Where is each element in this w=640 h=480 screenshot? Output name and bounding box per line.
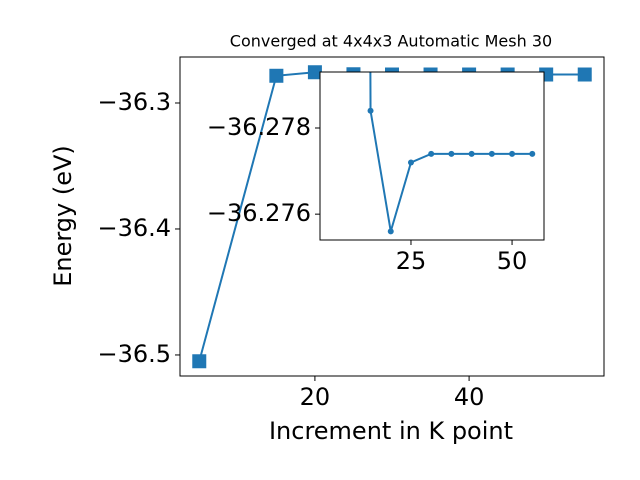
data-point <box>428 150 435 157</box>
x-tick-label: 40 <box>454 383 485 411</box>
data-point <box>488 150 495 157</box>
data-point <box>387 228 394 235</box>
y-tick-label: −36.5 <box>97 340 171 368</box>
y-tick-label: −36.278 <box>207 113 311 141</box>
axes-frame <box>179 56 605 377</box>
x-tick-label: 25 <box>396 247 427 275</box>
y-tick-label: −36.276 <box>207 199 311 227</box>
series-line <box>369 72 533 232</box>
data-point <box>577 67 592 82</box>
data-point <box>367 107 374 114</box>
data-point <box>192 354 207 369</box>
axes-frame <box>319 71 545 241</box>
x-tick-label: 50 <box>497 247 528 275</box>
x-tick-label: 20 <box>300 383 331 411</box>
data-point <box>407 159 414 166</box>
data-point <box>269 68 284 83</box>
series-group <box>367 72 536 235</box>
y-tick-label: −36.3 <box>97 88 171 116</box>
data-point <box>307 65 322 80</box>
chart-title: Converged at 4x4x3 Automatic Mesh 30 <box>230 32 552 51</box>
data-point <box>529 150 536 157</box>
data-point <box>509 150 516 157</box>
y-axis-label: Energy (eV) <box>49 145 77 287</box>
data-point <box>448 150 455 157</box>
x-axis-label: Increment in K point <box>269 417 513 445</box>
data-point <box>468 150 475 157</box>
y-tick-label: −36.4 <box>97 214 171 242</box>
